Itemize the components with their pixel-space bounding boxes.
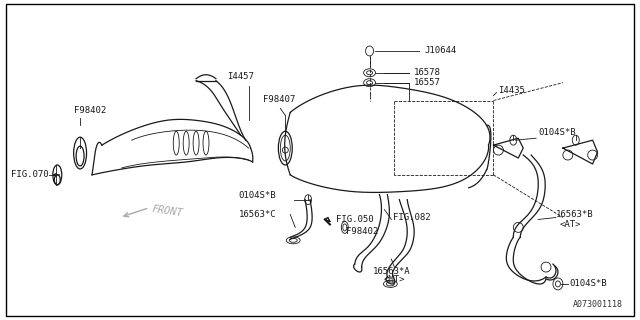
Text: I4435: I4435 bbox=[499, 86, 525, 95]
Text: 16563*A: 16563*A bbox=[372, 267, 410, 276]
Text: F98402: F98402 bbox=[74, 106, 106, 116]
Text: 0104S*B: 0104S*B bbox=[538, 128, 576, 137]
Text: F98407: F98407 bbox=[262, 95, 295, 105]
Text: 16563*C: 16563*C bbox=[239, 210, 276, 219]
Text: FIG.070: FIG.070 bbox=[11, 170, 49, 180]
Text: J10644: J10644 bbox=[424, 46, 456, 55]
Text: FRONT: FRONT bbox=[152, 204, 184, 219]
Text: 16557: 16557 bbox=[414, 78, 441, 87]
Text: <AT>: <AT> bbox=[560, 220, 581, 229]
Text: I4457: I4457 bbox=[227, 72, 254, 81]
Text: 0104S*B: 0104S*B bbox=[239, 191, 276, 200]
Text: FIG.050: FIG.050 bbox=[336, 215, 374, 224]
Text: 16563*B: 16563*B bbox=[556, 210, 593, 219]
Text: F98402: F98402 bbox=[346, 227, 378, 236]
Text: <MT>: <MT> bbox=[383, 275, 405, 284]
Text: FIG.082: FIG.082 bbox=[394, 213, 431, 222]
Text: 0104S*B: 0104S*B bbox=[570, 279, 607, 288]
Text: A073001118: A073001118 bbox=[572, 300, 622, 309]
Text: 16578: 16578 bbox=[414, 68, 441, 77]
